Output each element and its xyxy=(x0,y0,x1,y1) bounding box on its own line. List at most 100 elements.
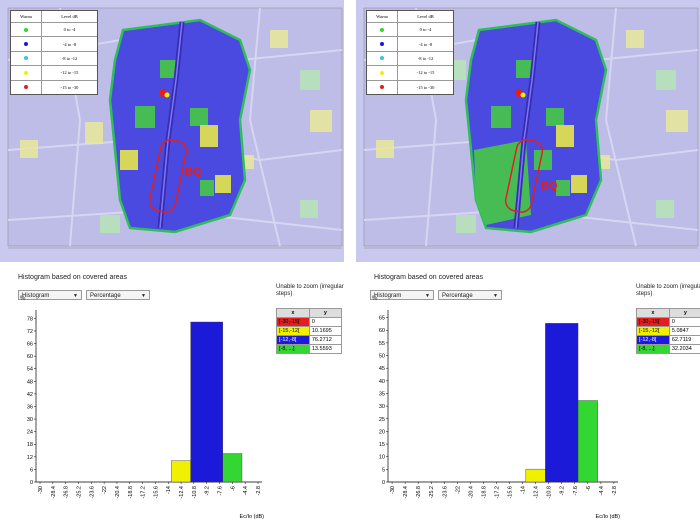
legend-swatch-green xyxy=(380,27,384,32)
x-tick-label: -9.2 xyxy=(560,486,566,495)
histogram-bar-yellow xyxy=(525,468,546,483)
y-tick-label: 30 xyxy=(379,404,385,410)
legend-swatch-cyan xyxy=(24,56,28,61)
x-tick-label: -18.8 xyxy=(128,486,134,499)
panel-title: Histogram based on covered areas xyxy=(374,274,483,281)
x-tick-label: -17.2 xyxy=(494,486,500,499)
x-tick-label: -4.4 xyxy=(599,486,605,495)
histogram-bar-blue xyxy=(545,323,579,483)
x-tick-label: -25.2 xyxy=(76,486,82,499)
x-tick-label: -17.2 xyxy=(141,486,147,499)
y-tick-label: 36 xyxy=(27,404,33,410)
chart-type-dropdown[interactable]: Histogram ▼ xyxy=(370,290,434,300)
y-tick-label: 5 xyxy=(382,467,385,473)
y-tick-label: 24 xyxy=(27,430,33,436)
legend-label: -8 to -12 xyxy=(61,55,78,61)
x-tick-label: -4.4 xyxy=(243,486,249,495)
legend-label: -4 to -8 xyxy=(418,41,433,47)
y-tick-label: 45 xyxy=(379,366,385,372)
histogram-bar-green xyxy=(222,453,243,483)
y-tick-label: 55 xyxy=(379,341,385,347)
legend-header-level: Level dB xyxy=(61,14,78,19)
x-tick-label: -26.8 xyxy=(416,486,422,499)
bq-label: BQ xyxy=(185,166,202,178)
legend-swatch-red xyxy=(24,85,28,90)
legend-swatch-blue xyxy=(380,42,384,47)
histogram-bar-yellow xyxy=(171,460,191,483)
x-tick-label: -15.6 xyxy=(508,486,514,499)
legend-header-color: Warna xyxy=(367,11,398,22)
x-tick-label: -2.8 xyxy=(612,486,618,495)
y-tick-label: 10 xyxy=(379,455,385,461)
table-row: [-8, ...] 13.5593 xyxy=(276,344,343,354)
legend-label: 0 to -4 xyxy=(419,27,432,33)
x-tick-label: -7.6 xyxy=(218,486,224,495)
legend-swatch-yellow xyxy=(24,70,28,75)
x-tick-label: -23.6 xyxy=(442,486,448,499)
zoom-note: Unable to zoom (irregular steps) xyxy=(636,284,700,297)
y-tick-label: 48 xyxy=(27,379,33,385)
x-tick-label: -6 xyxy=(586,486,592,491)
y-tick-label: 60 xyxy=(379,328,385,334)
x-tick-label: -12.4 xyxy=(179,486,185,499)
map-legend: Warna Level dB 0 to -4 -4 to -8 -8 to -12… xyxy=(366,10,454,95)
x-tick-label: -26.8 xyxy=(64,486,70,499)
panel-title: Histogram based on covered areas xyxy=(18,274,127,281)
y-tick-label: 78 xyxy=(27,316,33,322)
legend-label: -15 to -30 xyxy=(416,84,435,90)
value-mode-dropdown[interactable]: Percentage ▼ xyxy=(438,290,502,300)
x-tick-label: -10.8 xyxy=(547,486,553,499)
legend-label: 0 to -4 xyxy=(63,27,76,33)
y-tick-label: 0 xyxy=(382,480,385,486)
x-tick-label: -28.4 xyxy=(51,486,57,499)
zoom-note: Unable to zoom (irregular steps) xyxy=(276,284,344,297)
y-tick-label: 66 xyxy=(27,342,33,348)
y-tick-label: 30 xyxy=(27,417,33,423)
chart-type-dropdown[interactable]: Histogram ▼ xyxy=(18,290,82,300)
histogram-bar-blue xyxy=(190,321,223,483)
histogram-chart: 0 5 10 15 20 25 30 35 40 45 50 55 60 65 -30 -28.4 -26.8 -… xyxy=(379,310,621,520)
x-tick-label: -9.2 xyxy=(205,486,211,495)
legend-swatch-cyan xyxy=(380,56,384,61)
x-tick-label: -15.6 xyxy=(153,486,159,499)
legend-label: -8 to -12 xyxy=(417,55,434,61)
y-tick-label: 42 xyxy=(27,392,33,398)
x-axis-label: Ec/Io (dB) xyxy=(596,514,621,520)
legend-swatch-green xyxy=(24,27,28,32)
y-tick-label: 54 xyxy=(27,367,33,373)
y-tick-label: 12 xyxy=(27,455,33,461)
legend-label: -12 to -15 xyxy=(416,70,435,76)
x-tick-label: -30 xyxy=(38,486,44,494)
x-tick-label: -14 xyxy=(521,486,527,494)
legend-swatch-red xyxy=(380,85,384,90)
legend-label: -15 to -30 xyxy=(60,84,79,90)
x-tick-label: -22 xyxy=(102,486,108,494)
legend-swatch-yellow xyxy=(380,70,384,75)
y-unit-label: % xyxy=(372,296,378,302)
y-tick-label: 6 xyxy=(30,467,33,473)
value-mode-dropdown[interactable]: Percentage ▼ xyxy=(86,290,150,300)
x-tick-label: -25.2 xyxy=(429,486,435,499)
x-tick-label: -20.4 xyxy=(468,486,474,499)
y-tick-label: 40 xyxy=(379,379,385,385)
y-tick-label: 72 xyxy=(27,329,33,335)
y-unit-label: % xyxy=(20,296,26,302)
table-row: [-8, ...] 32.2034 xyxy=(636,344,700,354)
x-tick-label: -23.6 xyxy=(89,486,95,499)
histogram-panel-right: Histogram based on covered areas Histogr… xyxy=(356,268,700,522)
y-tick-label: 25 xyxy=(379,417,385,423)
bq-label: BQ xyxy=(541,180,558,192)
y-tick-label: 60 xyxy=(27,354,33,360)
legend-swatch-blue xyxy=(24,42,28,47)
legend-header-color: Warna xyxy=(11,11,42,22)
coverage-map-left[interactable]: Warna Level dB 0 to -4 -4 to -8 -8 to -12… xyxy=(0,0,344,262)
x-tick-label: -10.8 xyxy=(192,486,198,499)
y-tick-label: 18 xyxy=(27,442,33,448)
coverage-map-right[interactable]: Warna Level dB 0 to -4 -4 to -8 -8 to -12… xyxy=(356,0,700,262)
x-tick-label: -28.4 xyxy=(403,486,409,499)
x-tick-label: -22 xyxy=(455,486,461,494)
y-tick-label: 65 xyxy=(379,316,385,322)
y-tick-label: 35 xyxy=(379,391,385,397)
